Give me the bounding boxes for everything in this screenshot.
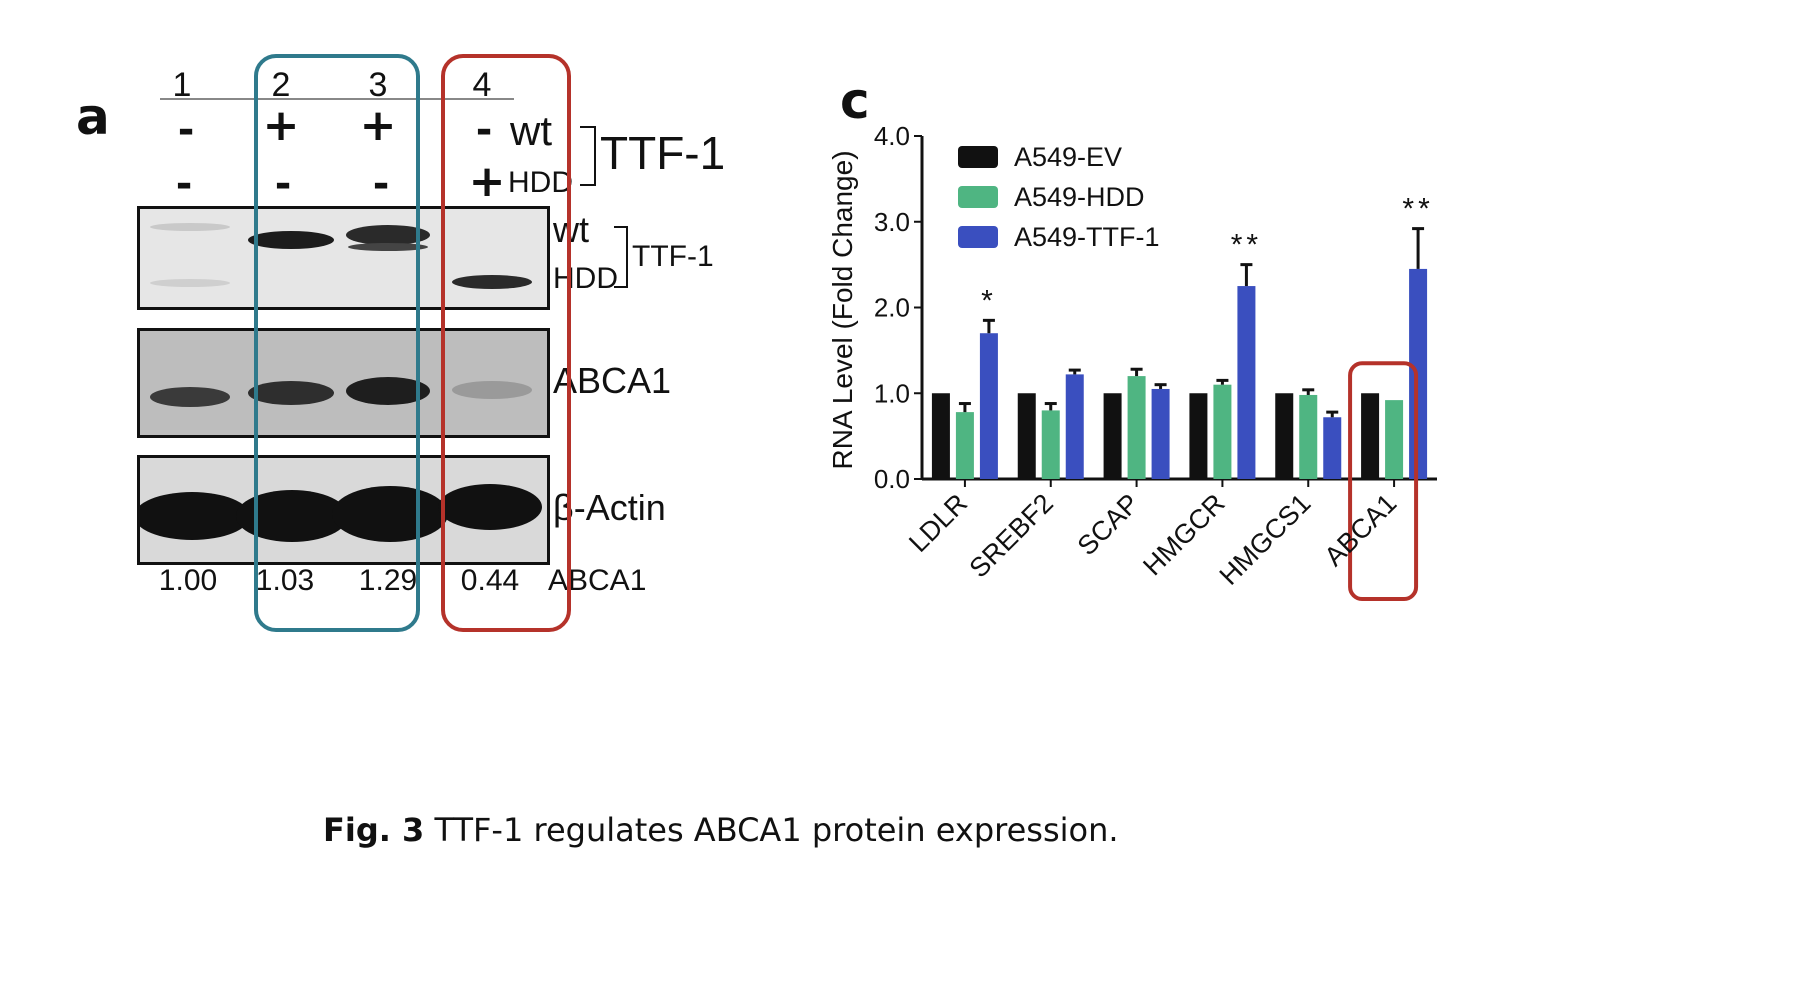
legend-swatch — [958, 146, 998, 168]
significance-label: ** — [1402, 193, 1433, 226]
band — [438, 484, 542, 530]
lane-header-divider — [160, 98, 514, 100]
x-tick-label: HMGCS1 — [1214, 488, 1317, 591]
wt-sign: + — [262, 100, 300, 151]
lane-number: 2 — [271, 66, 291, 104]
highlight-teal-box — [254, 54, 420, 632]
y-tick-label: 4.0 — [874, 121, 910, 151]
band — [452, 381, 532, 399]
quant-value: 1.03 — [255, 564, 315, 597]
band — [248, 381, 334, 405]
ttf1-blot — [137, 206, 550, 310]
bar — [1041, 410, 1060, 479]
hdd-band-label: HDD — [553, 262, 618, 295]
hdd-sign: - — [372, 161, 390, 207]
x-tick-label: LDLR — [903, 488, 973, 558]
band — [332, 486, 448, 542]
quant-label: ABCA1 — [548, 564, 647, 597]
lane-number: 3 — [368, 66, 388, 104]
caption-text: TTF-1 regulates ABCA1 protein expression… — [424, 811, 1119, 849]
wt-sign: - — [475, 107, 493, 153]
ttf1-blot-group-label: TTF-1 — [632, 240, 714, 273]
bar — [1275, 393, 1294, 479]
hdd-sign: + — [468, 156, 506, 207]
ttf1-bracket — [614, 226, 628, 288]
bar — [1361, 393, 1380, 479]
abca1-blot-label: ABCA1 — [553, 360, 672, 401]
band — [248, 231, 334, 249]
legend-swatch — [958, 226, 998, 248]
wt-band-label: wt — [553, 209, 589, 250]
panel-a-letter: a — [76, 88, 110, 146]
legend-label: A549-TTF-1 — [1014, 222, 1160, 252]
band — [150, 279, 230, 287]
hdd-sign: - — [175, 161, 193, 207]
bar — [1151, 388, 1170, 479]
actin-blot-label: β-Actin — [553, 487, 666, 528]
bar — [1237, 286, 1256, 479]
wt-sign: - — [177, 107, 195, 153]
y-axis-label: RNA Level (Fold Change) — [827, 150, 858, 469]
bar — [1189, 393, 1208, 479]
bar — [1409, 268, 1428, 479]
bar — [1017, 393, 1036, 479]
bar — [1323, 417, 1342, 479]
x-tick-label: ABCA1 — [1319, 488, 1403, 572]
y-tick-label: 1.0 — [874, 378, 910, 408]
band — [452, 275, 532, 289]
group-label: TTF-1 — [600, 127, 726, 179]
significance-label: ** — [1231, 229, 1262, 262]
quant-value: 1.00 — [158, 564, 218, 597]
bar — [955, 412, 974, 479]
actin-blot — [137, 455, 550, 565]
highlight-red-box — [1348, 361, 1419, 601]
bar — [979, 333, 998, 479]
legend-label: A549-HDD — [1014, 182, 1145, 212]
lane-number: 1 — [172, 66, 192, 104]
significance-label: * — [981, 284, 997, 317]
bar — [1213, 384, 1232, 479]
bar — [931, 393, 950, 479]
hdd-row-label: HDD — [508, 166, 573, 199]
y-tick-label: 3.0 — [874, 207, 910, 237]
bar — [1065, 374, 1084, 479]
figure-caption: Fig. 3 TTF-1 regulates ABCA1 protein exp… — [323, 814, 1119, 846]
y-tick-label: 0.0 — [874, 464, 910, 494]
panel-c-letter: c — [840, 72, 870, 130]
x-tick-label: SREBF2 — [964, 488, 1059, 583]
legend-swatch — [958, 186, 998, 208]
legend-label: A549-EV — [1014, 142, 1122, 172]
y-tick-label: 2.0 — [874, 293, 910, 323]
bar — [1103, 393, 1122, 479]
quant-value: 0.44 — [460, 564, 520, 597]
bar — [1299, 394, 1318, 479]
x-tick-label: SCAP — [1072, 488, 1145, 561]
bar — [1385, 400, 1404, 479]
hdd-sign: - — [274, 161, 292, 207]
bar — [1127, 376, 1146, 479]
caption-label: Fig. 3 — [323, 811, 425, 849]
band — [348, 243, 428, 251]
quant-value: 1.29 — [358, 564, 418, 597]
wt-sign: + — [359, 100, 397, 151]
band — [346, 225, 430, 245]
band — [150, 387, 230, 407]
wt-row-label: wt — [510, 107, 552, 154]
group-bracket — [580, 126, 596, 186]
abca1-blot — [137, 328, 550, 438]
band — [140, 492, 250, 540]
band — [150, 223, 230, 231]
lane-number: 4 — [472, 66, 492, 104]
highlight-red-box — [441, 54, 571, 632]
